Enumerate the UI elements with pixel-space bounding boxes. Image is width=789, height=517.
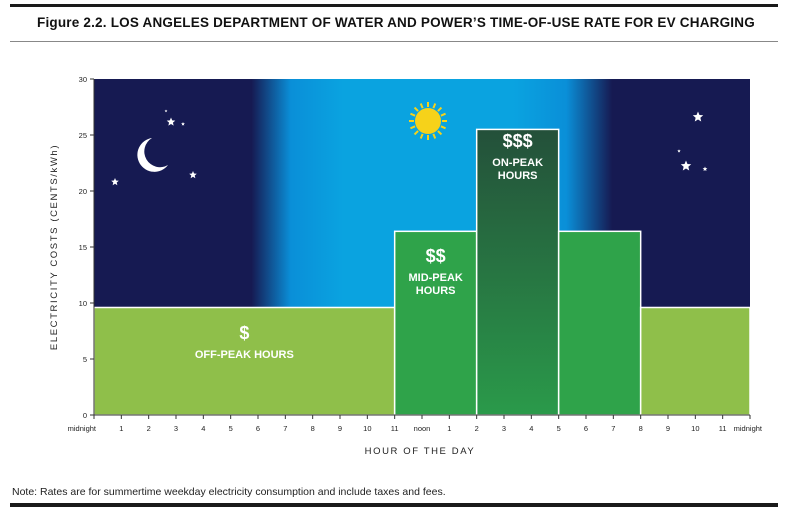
x-tick-label: midnight: [68, 424, 97, 433]
x-tick-label: 7: [283, 424, 287, 433]
x-tick-label: 6: [256, 424, 260, 433]
y-tick-label: 10: [79, 299, 87, 308]
star-icon: [680, 160, 692, 171]
x-tick-label: 1: [119, 424, 123, 433]
x-tick-label: 3: [502, 424, 506, 433]
bar-mid-peak-1: [393, 230, 478, 416]
y-axis-title: ELECTRICITY COSTS (CENTS/kWh): [49, 144, 60, 350]
star-icon: [181, 122, 185, 126]
y-tick-label: 15: [79, 243, 87, 252]
star-icon: [164, 109, 168, 113]
zone-symbol: $: [239, 323, 249, 343]
x-tick-label: 9: [338, 424, 342, 433]
zone-label: HOURS: [416, 285, 456, 297]
bottom-rule: [10, 503, 778, 507]
x-tick-label: midnight: [734, 424, 763, 433]
top-rule: [10, 4, 778, 7]
x-tick-label: 9: [666, 424, 670, 433]
y-tick-label: 0: [83, 411, 87, 420]
star-icon: [677, 149, 681, 153]
figure-title: Figure 2.2. LOS ANGELES DEPARTMENT OF WA…: [37, 15, 755, 30]
star-icon: [111, 178, 119, 186]
figure-label: Figure 2.2.: [37, 15, 107, 30]
x-tick-label: 10: [691, 424, 699, 433]
star-icon: [702, 166, 708, 172]
x-axis-title: HOUR OF THE DAY: [365, 446, 476, 457]
y-tick-label: 30: [79, 75, 87, 84]
x-tick-label: 7: [611, 424, 615, 433]
zone-label: OFF-PEAK HOURS: [195, 349, 294, 361]
bar-off-peak-4: [639, 306, 751, 416]
x-tick-label: 11: [391, 424, 399, 433]
star-icon: [189, 171, 197, 179]
x-tick-label: 2: [475, 424, 479, 433]
x-tick-label: 10: [363, 424, 371, 433]
y-tick-label: 20: [79, 187, 87, 196]
x-tick-label: 2: [147, 424, 151, 433]
x-tick-label: 11: [719, 424, 727, 433]
bar-mid-peak-3: [557, 230, 642, 416]
title-rule: [10, 41, 778, 42]
zone-symbol: $$$: [503, 131, 533, 151]
zone-symbol: $$: [426, 246, 446, 266]
x-tick-label: 8: [311, 424, 315, 433]
x-tick-label: 1: [447, 424, 451, 433]
bar-on-peak-2: [475, 128, 560, 416]
x-tick-label: 4: [201, 424, 205, 433]
x-tick-label: 4: [529, 424, 533, 433]
x-tick-label: 6: [584, 424, 588, 433]
x-tick-label: 8: [639, 424, 643, 433]
star-icon: [692, 111, 704, 122]
tou-rate-chart: $OFF-PEAK HOURS$$MID-PEAKHOURS$$$ON-PEAK…: [49, 75, 763, 457]
zone-label: MID-PEAK: [408, 272, 462, 284]
x-tick-label: 5: [557, 424, 561, 433]
zone-label: ON-PEAK: [492, 157, 543, 169]
figure-title-text: LOS ANGELES DEPARTMENT OF WATER AND POWE…: [110, 15, 755, 30]
figure-note: Note: Rates are for summertime weekday e…: [12, 486, 446, 498]
moon-icon: [137, 138, 168, 172]
x-tick-label: noon: [414, 424, 431, 433]
x-tick-label: 5: [229, 424, 233, 433]
y-tick-label: 5: [83, 355, 87, 364]
y-tick-label: 25: [79, 131, 87, 140]
x-tick-label: 3: [174, 424, 178, 433]
zone-label: HOURS: [498, 170, 538, 182]
star-icon: [166, 117, 176, 126]
sun-icon: [409, 102, 447, 140]
